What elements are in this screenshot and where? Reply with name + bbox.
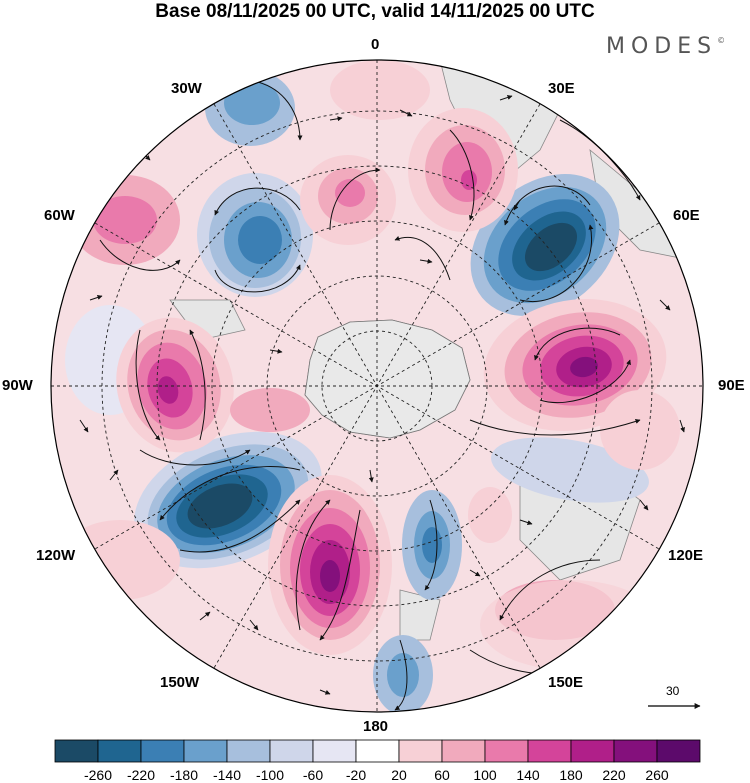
- land-antarctica-overlay: [304, 319, 471, 439]
- lon-label-150e: 150E: [548, 674, 584, 691]
- lon-label-120w: 120W: [36, 547, 76, 564]
- lon-label-60e: 60E: [673, 207, 700, 224]
- lon-label-150w: 150W: [160, 674, 200, 691]
- map-border: [50, 59, 704, 713]
- colorbar-tick: -260: [83, 767, 113, 783]
- reference-vector-label: 30: [666, 684, 680, 698]
- brand-mark: ©: [717, 36, 726, 45]
- colorbar: [54, 739, 701, 763]
- colorbar-tick: 220: [602, 767, 626, 783]
- lon-label-120e: 120E: [668, 547, 704, 564]
- lon-label-90e: 90E: [718, 377, 745, 394]
- colorbar-tick: 100: [473, 767, 497, 783]
- colorbar-tick: -20: [345, 767, 367, 783]
- lon-label-30w: 30W: [171, 80, 202, 97]
- lon-label-60w: 60W: [44, 207, 75, 224]
- lon-label-0: 0: [371, 36, 380, 53]
- lon-label-30e: 30E: [548, 80, 575, 97]
- colorbar-tick: 260: [645, 767, 669, 783]
- map-title: Base 08/11/2025 00 UTC, valid 14/11/2025…: [155, 1, 595, 22]
- colorbar-tick: 20: [391, 767, 407, 783]
- colorbar-tick: -220: [126, 767, 156, 783]
- colorbar-tick: 60: [434, 767, 450, 783]
- lon-label-90w: 90W: [2, 377, 33, 394]
- lon-label-180: 180: [363, 718, 389, 735]
- colorbar-tick: -140: [212, 767, 242, 783]
- colorbar-tick: -180: [169, 767, 199, 783]
- colorbar-tick: -100: [255, 767, 285, 783]
- colorbar-tick: -60: [302, 767, 324, 783]
- modes-logo: MODES©: [606, 34, 725, 59]
- colorbar-tick: 180: [559, 767, 583, 783]
- colorbar-tick: 140: [516, 767, 540, 783]
- brand-text: MODES: [606, 34, 718, 59]
